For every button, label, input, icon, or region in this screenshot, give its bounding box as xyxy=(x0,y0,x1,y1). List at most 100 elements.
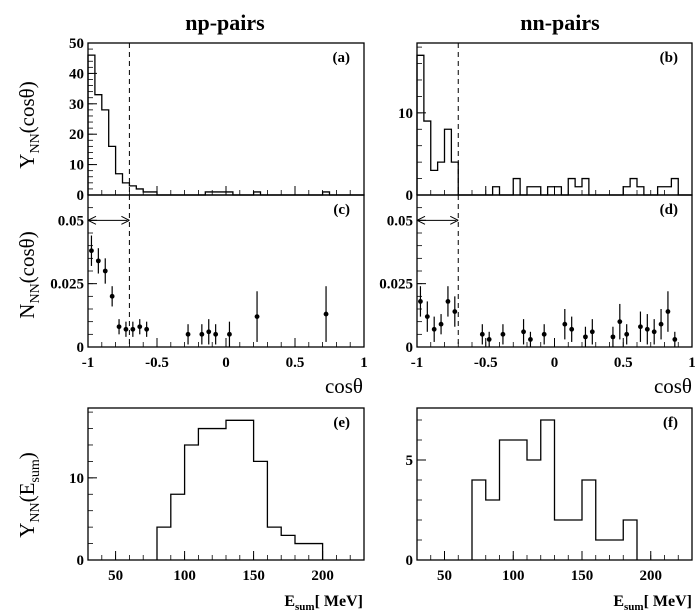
data-point xyxy=(185,331,191,337)
column-title-nn: nn-pairs xyxy=(520,10,600,35)
panel-a: 0 10 20 30 40 50 (a) xyxy=(69,36,365,204)
data-point xyxy=(528,337,533,342)
data-point xyxy=(521,329,526,335)
data-point xyxy=(644,326,650,332)
arrow-head-left xyxy=(87,215,97,225)
x-tick-label: 150 xyxy=(242,568,265,584)
data-point xyxy=(445,299,451,304)
data-point xyxy=(658,321,664,327)
y-tick-label: 10 xyxy=(69,471,84,487)
panel-label: (d) xyxy=(660,202,678,218)
data-point xyxy=(95,258,101,264)
data-point xyxy=(109,293,115,299)
data-point xyxy=(102,268,108,274)
ylabel-top: YNN(cosθ) xyxy=(15,81,43,168)
ylabel-bottom: YNN(Esum) xyxy=(15,452,43,538)
y-tick-label: 0.05 xyxy=(387,213,413,229)
arrow-head-right xyxy=(450,215,459,225)
x-tick-label: 0 xyxy=(222,355,230,371)
panel-label: (c) xyxy=(333,202,350,218)
data-point xyxy=(206,329,212,335)
y-tick-label: 0 xyxy=(406,553,414,569)
data-point xyxy=(431,326,437,332)
x-tick-label: 1 xyxy=(360,355,368,371)
data-point xyxy=(672,337,678,342)
panel-e: 0 10 50 100 150 200 (e) xyxy=(69,407,365,584)
data-point xyxy=(452,309,458,314)
x-tick-label: 150 xyxy=(571,568,594,584)
arrow-head-right xyxy=(121,215,130,225)
panel-label: (b) xyxy=(660,50,678,66)
data-point xyxy=(323,311,329,317)
y-tick-label: 0 xyxy=(406,340,414,356)
data-point xyxy=(89,248,94,254)
x-tick-label: 100 xyxy=(502,568,525,584)
data-point xyxy=(583,334,588,340)
data-point xyxy=(438,321,444,327)
data-point xyxy=(418,299,423,304)
data-point xyxy=(617,319,623,325)
ylabel-mid: NNN(cosθ) xyxy=(15,231,43,318)
x-tick-label: 50 xyxy=(108,568,123,584)
plot-frame xyxy=(87,407,365,561)
y-tick-label: 0 xyxy=(77,188,85,204)
x-tick-label: 100 xyxy=(173,568,196,584)
y-tick-label: 20 xyxy=(69,127,84,143)
x-tick-label: 50 xyxy=(437,568,452,584)
x-tick-label: -0.5 xyxy=(145,355,169,371)
data-point xyxy=(500,331,506,337)
x-tick-label: -1 xyxy=(82,355,95,371)
data-point xyxy=(479,331,485,337)
y-tick-label: 0 xyxy=(77,340,85,356)
data-point xyxy=(569,326,575,332)
panel-label: (a) xyxy=(333,50,351,66)
x-tick-label: -0.5 xyxy=(474,355,498,371)
y-tick-label: 0.025 xyxy=(379,277,413,293)
y-tick-label: 0.025 xyxy=(50,277,84,293)
data-point xyxy=(213,331,219,337)
panel-b: 0 10 (b) xyxy=(398,42,693,204)
histogram-line xyxy=(471,419,638,560)
data-point xyxy=(624,331,630,337)
x-tick-label: -1 xyxy=(411,355,424,371)
panel-label: (f) xyxy=(663,415,678,431)
y-tick-label: 10 xyxy=(69,158,84,174)
data-point xyxy=(638,324,643,330)
data-point xyxy=(144,326,150,332)
xlabel-cos-right: cosθ xyxy=(654,374,692,398)
x-tick-label: 1 xyxy=(688,355,695,371)
data-point xyxy=(424,314,430,319)
data-point xyxy=(254,314,260,319)
panel-d: 0 0.025 0.05 -1 -0.5 0 0.5 1 (d) xyxy=(379,194,695,371)
histogram-line xyxy=(416,54,692,196)
arrow-head-left xyxy=(416,215,426,225)
panel-c: 0 0.025 0.05 -1 -0.5 0 0.5 1 (c) xyxy=(50,194,368,371)
data-point xyxy=(610,334,616,340)
y-tick-label: 0 xyxy=(406,188,414,204)
data-point xyxy=(227,331,232,337)
data-point xyxy=(123,326,129,332)
x-tick-label: 200 xyxy=(640,568,663,584)
data-point xyxy=(562,321,568,327)
x-tick-label: 0 xyxy=(551,355,559,371)
y-tick-label: 50 xyxy=(69,36,84,52)
y-tick-label: 0 xyxy=(77,553,85,569)
panel-f: 0 5 50 100 150 200 (f) xyxy=(406,407,693,584)
data-point xyxy=(665,309,671,314)
data-point xyxy=(589,329,595,335)
x-tick-label: 0.5 xyxy=(286,355,305,371)
y-tick-label: 40 xyxy=(69,66,84,82)
data-point xyxy=(541,331,547,337)
data-point xyxy=(130,326,136,332)
data-point xyxy=(137,324,143,330)
x-tick-label: 0.5 xyxy=(614,355,633,371)
y-tick-label: 10 xyxy=(398,106,413,122)
data-point xyxy=(651,329,657,335)
data-point xyxy=(199,331,205,337)
histogram-line xyxy=(156,419,324,560)
column-title-np: np-pairs xyxy=(185,10,265,35)
data-point xyxy=(116,324,122,330)
y-tick-label: 5 xyxy=(406,453,414,469)
y-tick-label: 0.05 xyxy=(58,213,84,229)
